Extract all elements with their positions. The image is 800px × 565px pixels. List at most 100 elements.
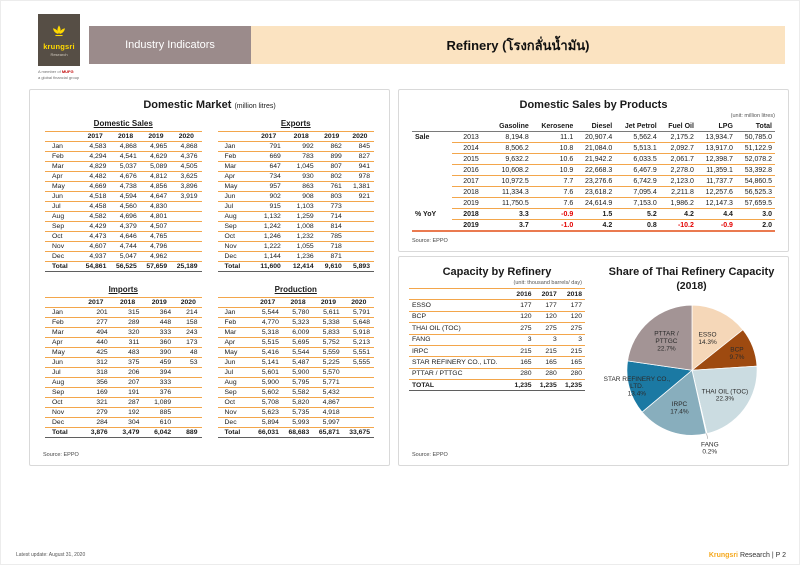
capacity-title: Capacity by Refinery: [442, 266, 552, 278]
pie-label: FANG 0.2%: [700, 441, 718, 455]
exports-table: 2017 2018 2019 2020 Jan 791 992 862 845 Feb 669 783…: [217, 131, 374, 272]
month-row: Feb 4,294 4,541 4,629 4,376: [45, 151, 202, 162]
value-cell: 5,795: [282, 377, 314, 388]
value-cell: 4,505: [171, 161, 202, 172]
month-row: Sep 169 191 376: [45, 387, 202, 398]
month-row: Nov 4,607 4,744 4,796: [45, 241, 202, 252]
month-label: Jun: [217, 191, 253, 202]
value-cell: 4,937: [80, 251, 111, 262]
value-cell: 11,359.1: [696, 164, 736, 176]
month-label: Aug: [217, 211, 253, 222]
value-cell: 4,379: [110, 221, 141, 232]
value-cell: 5,515: [252, 337, 283, 348]
month-row: Mar 494 320 333 243: [45, 327, 202, 338]
footer-brand-rest: Research: [738, 552, 770, 559]
value-cell: 899: [317, 151, 346, 162]
month-row: Jun 312 375 459 53: [45, 357, 202, 368]
value-cell: 4,868: [171, 141, 202, 152]
value-cell: 4,669: [80, 181, 111, 192]
value-cell: 13,917.0: [696, 142, 736, 154]
value-cell: 4,473: [80, 231, 111, 242]
month-label: Feb: [217, 317, 253, 328]
month-label: Apr: [45, 337, 80, 348]
section-label: Industry Indicators: [89, 26, 251, 64]
total-value: 9,610: [317, 261, 346, 272]
value-cell: 5,323: [282, 317, 314, 328]
source-note: Source: EPPO: [412, 452, 448, 458]
yoy-row: 2019 3.7 -1.0 4.2 0.8 -10.2 -0.9 2.0: [412, 219, 775, 232]
value-cell: 5,544: [252, 307, 283, 318]
value-cell: [343, 387, 374, 398]
sale-row: 2018 11,334.3 7.6 23,618.2 7,095.4 2,211.8 12,…: [412, 186, 775, 198]
month-label: Jan: [217, 141, 253, 152]
value-cell: 4,765: [140, 231, 172, 242]
month-row: May 5,416 5,544 5,559 5,551: [217, 347, 374, 358]
year-header: 2017: [252, 131, 285, 142]
yoy-row: % YoY 2018 3.3 -0.9 1.5 5.2 4.2 4.4 3.0: [412, 208, 775, 220]
value-cell: 5,820: [282, 397, 314, 408]
pie-label: THAI OIL (TOC) 22.3%: [701, 388, 748, 402]
value-cell: [343, 377, 374, 388]
value-cell: 669: [252, 151, 285, 162]
value-cell: -0.9: [696, 219, 736, 232]
row-group-label: [412, 176, 452, 187]
value-cell: [175, 377, 202, 388]
total-row: Total 11,600 12,414 9,610 5,893: [217, 261, 374, 272]
column-header: [217, 131, 253, 142]
value-cell: 803: [317, 191, 346, 202]
year-header: 2018: [111, 297, 144, 308]
value-cell: 5,225: [313, 357, 344, 368]
value-cell: 201: [80, 307, 112, 318]
value-cell: 54,860.5: [735, 175, 775, 187]
production-table: 2017 2018 2019 2020 Jan 5,544 5,780 5,611 5,791 F…: [217, 297, 374, 438]
month-label: Apr: [217, 171, 253, 182]
column-header: [217, 297, 253, 308]
value-cell: 5,601: [252, 367, 283, 378]
value-cell: [345, 241, 374, 252]
domestic-sales-table-block: Domestic Sales 2017 2018 2019 2020 Jan 4,583 4…: [45, 119, 202, 272]
value-cell: 2,092.7: [659, 142, 697, 154]
domestic-sales-table: 2017 2018 2019 2020 Jan 4,583 4,868 4,965 4,868 F…: [45, 131, 202, 272]
value-cell: 390: [143, 347, 176, 358]
row-group-label: [412, 165, 452, 176]
month-label: Jan: [217, 307, 253, 318]
row-group-label: Sale: [415, 133, 430, 141]
value-cell: [175, 367, 202, 378]
value-cell: 5,570: [313, 367, 344, 378]
value-cell: 375: [111, 357, 144, 368]
month-row: Nov 279 192 885: [45, 407, 202, 418]
pie-slice-esso: [691, 304, 743, 372]
exports-table-block: Exports 2017 2018 2019 2020 Jan 791 992 862 845 F…: [217, 119, 374, 272]
value-cell: [345, 211, 374, 222]
pie-label: STAR REFINERY CO., LTD. 13.4%: [603, 376, 670, 398]
value-cell: 333: [143, 377, 176, 388]
value-cell: 7.6: [531, 186, 577, 198]
value-cell: 1,246: [252, 231, 285, 242]
value-cell: 48: [175, 347, 202, 358]
value-cell: 207: [111, 377, 144, 388]
value-cell: 483: [111, 347, 144, 358]
value-cell: 23,276.6: [576, 175, 616, 187]
month-label: Nov: [45, 407, 80, 418]
value-cell: 5,544: [282, 347, 314, 358]
month-row: Jul 915 1,103 773: [217, 201, 374, 212]
year-cell: 2019: [452, 197, 490, 209]
total-value: 3,876: [80, 427, 112, 438]
value-cell: 6,467.9: [615, 164, 660, 176]
month-label: May: [45, 347, 80, 358]
total-label: Total: [217, 427, 253, 438]
value-cell: 5,602: [252, 387, 283, 398]
month-label: Feb: [45, 317, 80, 328]
value-cell: 3.3: [490, 208, 532, 220]
value-cell: 915: [252, 201, 285, 212]
value-cell: 3: [509, 334, 535, 346]
value-cell: 3,625: [171, 171, 202, 182]
value-cell: 2,123.0: [659, 175, 697, 187]
value-cell: 11,334.3: [490, 186, 532, 198]
value-cell: 957: [252, 181, 285, 192]
value-cell: 863: [284, 181, 318, 192]
value-cell: 320: [111, 327, 144, 338]
value-cell: 5,771: [313, 377, 344, 388]
value-cell: -10.2: [659, 219, 697, 232]
sale-row: 2015 9,632.2 10.6 21,942.2 6,033.5 2,061.7 12,…: [412, 153, 775, 165]
